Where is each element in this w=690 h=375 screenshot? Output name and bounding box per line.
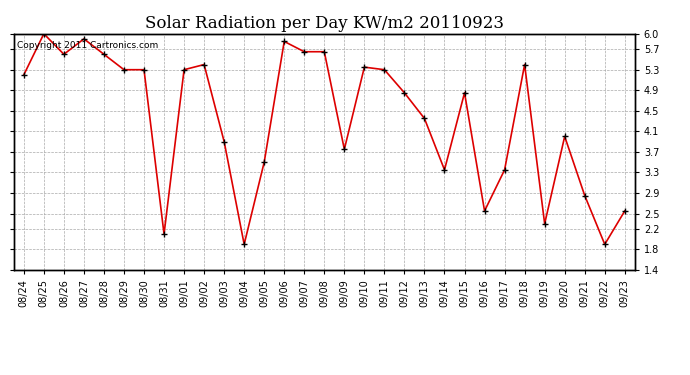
Text: Copyright 2011 Cartronics.com: Copyright 2011 Cartronics.com <box>17 41 158 50</box>
Title: Solar Radiation per Day KW/m2 20110923: Solar Radiation per Day KW/m2 20110923 <box>145 15 504 32</box>
